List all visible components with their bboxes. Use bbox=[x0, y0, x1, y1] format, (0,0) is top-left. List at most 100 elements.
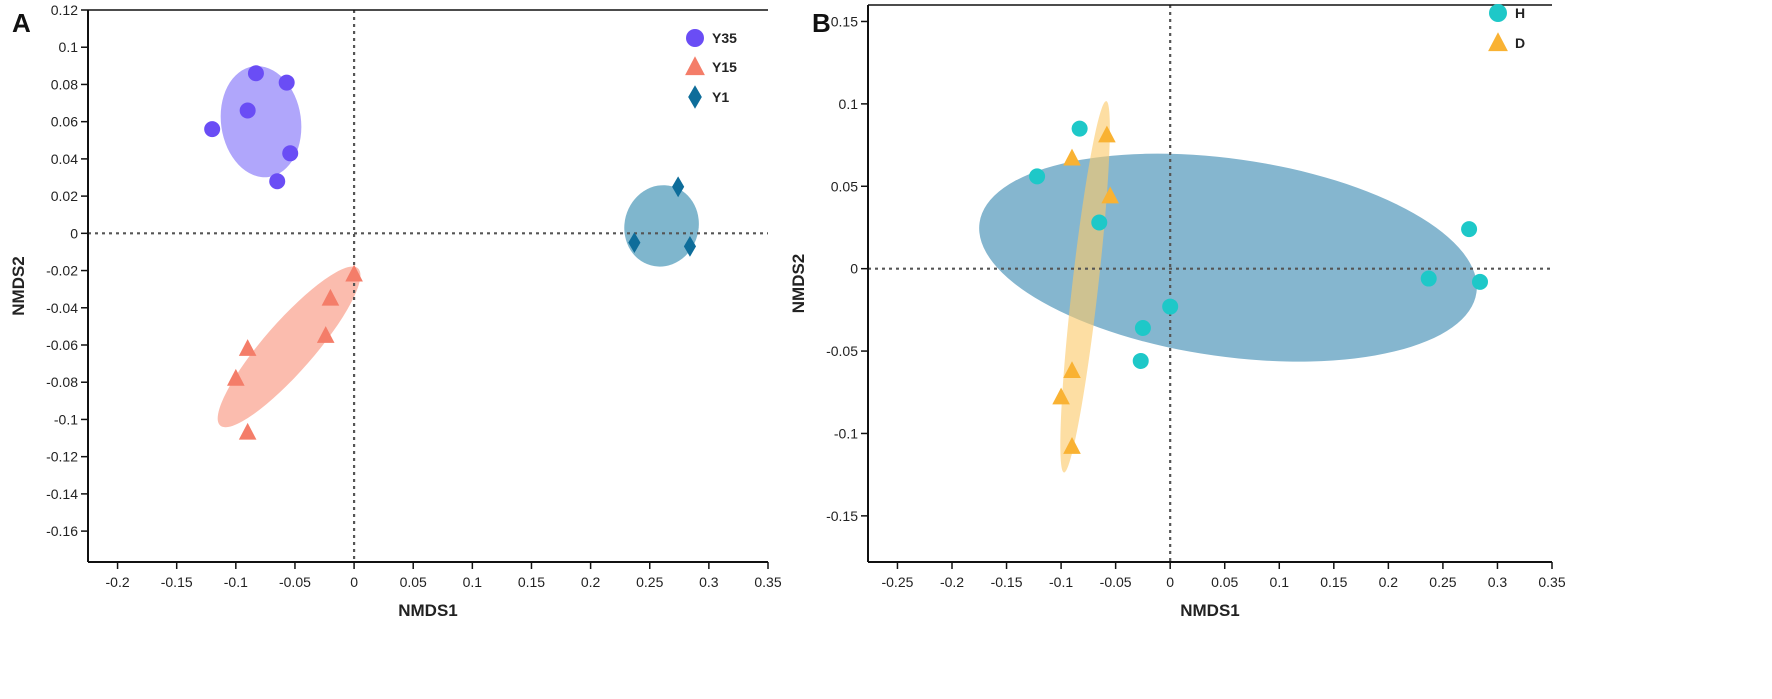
data-point-y15 bbox=[227, 368, 245, 386]
data-point-y35 bbox=[247, 65, 264, 82]
confidence-ellipse-y1 bbox=[624, 185, 699, 267]
y-tick-label: 0.1 bbox=[59, 39, 79, 55]
y-tick-label: -0.08 bbox=[46, 374, 78, 390]
x-tick-label: 0.1 bbox=[463, 574, 483, 590]
legend-label: Y35 bbox=[712, 30, 737, 46]
data-point-d bbox=[1098, 125, 1116, 143]
x-tick-label: -0.1 bbox=[224, 574, 248, 590]
confidence-ellipse-y35 bbox=[220, 66, 302, 178]
data-point-d bbox=[1052, 387, 1070, 405]
x-tick-label: -0.1 bbox=[1049, 574, 1073, 590]
legend-label: D bbox=[1515, 35, 1525, 51]
x-tick-label: 0.35 bbox=[1538, 574, 1565, 590]
y-tick-label: 0.05 bbox=[831, 178, 858, 194]
y-tick-label: -0.02 bbox=[46, 263, 78, 279]
data-point-h bbox=[1134, 319, 1151, 336]
x-tick-label: 0.05 bbox=[1211, 574, 1238, 590]
x-tick-label: 0.2 bbox=[1379, 574, 1399, 590]
x-tick-label: 0.1 bbox=[1270, 574, 1290, 590]
legend-marker-circle-icon bbox=[686, 29, 704, 47]
y-tick-label: -0.06 bbox=[46, 337, 78, 353]
data-point-y35 bbox=[204, 121, 221, 138]
y-tick-label: 0.15 bbox=[831, 13, 858, 29]
data-point-h bbox=[1029, 168, 1046, 185]
y-tick-label: 0.02 bbox=[51, 188, 78, 204]
y-tick-label: -0.15 bbox=[826, 508, 858, 524]
data-point-h bbox=[1461, 221, 1478, 238]
legend-item-y15: Y15 bbox=[685, 56, 737, 76]
data-point-d bbox=[1063, 437, 1081, 454]
x-axis-title: NMDS1 bbox=[1180, 601, 1240, 620]
y-axis-title: NMDS2 bbox=[9, 256, 28, 316]
data-point-d bbox=[1063, 148, 1081, 166]
y-tick-label: -0.12 bbox=[46, 449, 78, 465]
x-tick-label: -0.2 bbox=[106, 574, 130, 590]
x-tick-label: 0.3 bbox=[1488, 574, 1508, 590]
data-point-h bbox=[1132, 352, 1149, 369]
y-axis-title: NMDS2 bbox=[789, 254, 808, 314]
data-point-y15 bbox=[321, 288, 340, 306]
confidence-ellipse-y15 bbox=[217, 266, 361, 428]
data-point-y15 bbox=[238, 339, 257, 356]
x-tick-label: 0.3 bbox=[699, 574, 719, 590]
x-tick-label: 0.15 bbox=[518, 574, 545, 590]
legend: Y35 Y15 Y1 bbox=[685, 29, 737, 109]
legend-item-y35: Y35 bbox=[686, 29, 737, 47]
data-point-h bbox=[1472, 273, 1488, 290]
legend-label: H bbox=[1515, 5, 1525, 21]
panel-label: B bbox=[812, 8, 831, 38]
x-tick-label: 0.35 bbox=[754, 574, 781, 590]
legend-item-h: H bbox=[1489, 4, 1525, 22]
x-tick-label: 0.25 bbox=[1429, 574, 1456, 590]
data-point-y1 bbox=[628, 232, 641, 254]
data-point-y15 bbox=[345, 264, 363, 282]
y-tick-label: 0 bbox=[850, 261, 858, 277]
data-point-y35 bbox=[282, 145, 299, 162]
x-tick-label: 0 bbox=[350, 574, 358, 590]
data-point-y15 bbox=[316, 326, 335, 343]
data-point-d bbox=[1101, 186, 1119, 204]
panel-a: A -0.2 -0.15 -0.1 -0.05 0 0.05 0.1 0.15 0.2 0.25 0.… bbox=[9, 2, 782, 620]
data-point-y15 bbox=[238, 422, 257, 440]
x-tick-label: 0.15 bbox=[1320, 574, 1347, 590]
x-tick-label: 0.05 bbox=[400, 574, 427, 590]
x-axis-title: NMDS1 bbox=[398, 601, 458, 620]
confidence-ellipse-d bbox=[1060, 101, 1110, 473]
y-tick-label: 0.04 bbox=[51, 151, 78, 167]
data-point-y35 bbox=[269, 173, 286, 190]
y-tick-label: 0.06 bbox=[51, 114, 78, 130]
x-tick-label: 0 bbox=[1166, 574, 1174, 590]
y-tick-label: -0.14 bbox=[46, 486, 78, 502]
data-point-h bbox=[1071, 120, 1088, 137]
panel-b: B -0.25 -0.2 -0.15 -0.1 -0.05 0 0.05 0.1 0.15 0.2 0… bbox=[789, 4, 1566, 620]
legend-marker-diamond-icon bbox=[688, 85, 702, 109]
y-tick-label: -0.1 bbox=[834, 425, 858, 441]
legend-label: Y1 bbox=[712, 89, 729, 105]
data-point-y1 bbox=[683, 235, 697, 257]
y-tick-label: -0.1 bbox=[54, 411, 78, 427]
data-point-h bbox=[1420, 270, 1437, 287]
data-point-d bbox=[1063, 361, 1081, 379]
x-tick-label: -0.25 bbox=[881, 574, 913, 590]
y-tick-label: -0.04 bbox=[46, 300, 78, 316]
legend-label: Y15 bbox=[712, 59, 737, 75]
y-tick-label: -0.16 bbox=[46, 523, 78, 539]
data-point-y1 bbox=[672, 176, 685, 198]
legend: HD bbox=[1488, 4, 1525, 52]
x-tick-label: -0.05 bbox=[279, 574, 311, 590]
data-point-h bbox=[1091, 214, 1108, 231]
legend-marker-triangle-icon bbox=[685, 56, 705, 76]
y-tick-label: 0.1 bbox=[839, 96, 859, 112]
x-tick-label: 0.2 bbox=[581, 574, 601, 590]
legend-marker-triangle-icon bbox=[1488, 32, 1508, 52]
data-point-y35 bbox=[239, 102, 256, 119]
legend-item-y1: Y1 bbox=[688, 85, 729, 109]
y-tick-label: -0.05 bbox=[826, 343, 858, 359]
x-tick-label: -0.05 bbox=[1100, 574, 1132, 590]
x-tick-label: -0.15 bbox=[161, 574, 193, 590]
y-tick-label: 0 bbox=[70, 225, 78, 241]
x-tick-label: -0.15 bbox=[991, 574, 1023, 590]
x-tick-label: -0.2 bbox=[940, 574, 964, 590]
y-tick-label: 0.08 bbox=[51, 76, 78, 92]
